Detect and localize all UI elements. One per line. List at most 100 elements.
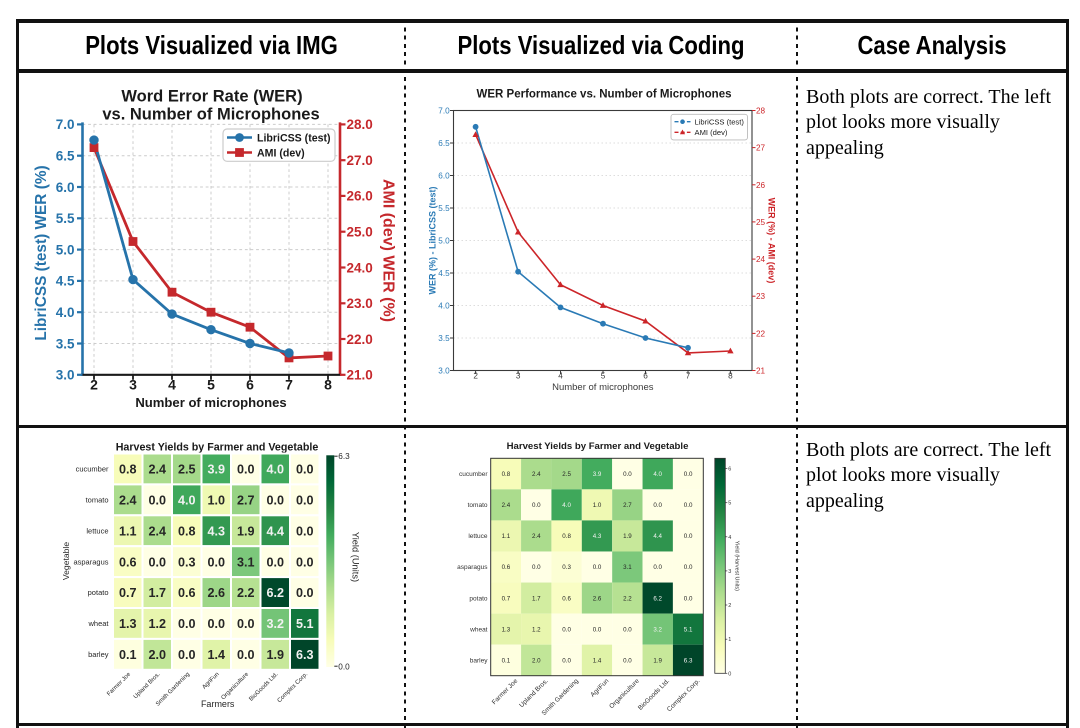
svg-text:0.0: 0.0 [338,662,350,671]
svg-text:potato: potato [88,588,109,597]
svg-text:0.6: 0.6 [562,595,571,602]
svg-text:1: 1 [728,637,731,643]
svg-text:24.0: 24.0 [347,260,373,275]
svg-text:2.7: 2.7 [237,493,255,507]
svg-text:1.9: 1.9 [623,533,632,540]
svg-text:0.8: 0.8 [502,471,511,478]
svg-text:6: 6 [643,372,648,381]
svg-text:21: 21 [756,367,766,376]
svg-text:LibriCSS (test): LibriCSS (test) [257,132,331,144]
svg-text:3.5: 3.5 [438,334,450,343]
svg-text:4.5: 4.5 [56,274,75,289]
svg-text:27: 27 [756,144,766,153]
svg-text:5.5: 5.5 [438,204,450,213]
svg-text:25: 25 [756,218,766,227]
svg-text:2.4: 2.4 [532,471,541,478]
svg-text:22: 22 [756,329,766,338]
svg-text:1.3: 1.3 [119,617,137,631]
svg-text:4: 4 [558,372,563,381]
svg-text:26: 26 [756,181,766,190]
svg-text:Farmers: Farmers [201,699,235,709]
svg-text:3: 3 [728,569,731,575]
svg-text:0.0: 0.0 [296,463,314,477]
svg-text:AMI (dev): AMI (dev) [257,147,305,159]
svg-text:1.1: 1.1 [502,533,511,540]
svg-text:6.0: 6.0 [56,180,75,195]
svg-text:0.3: 0.3 [178,555,196,569]
svg-text:Number of microphones: Number of microphones [135,395,286,410]
svg-text:3.5: 3.5 [56,336,75,351]
svg-text:3.9: 3.9 [593,471,602,478]
svg-text:5: 5 [728,501,731,507]
svg-text:2.2: 2.2 [623,595,632,602]
svg-text:6: 6 [246,377,254,393]
svg-text:1.9: 1.9 [266,648,284,662]
svg-text:LibriCSS (test): LibriCSS (test) [695,117,745,126]
svg-text:22.0: 22.0 [347,332,373,347]
svg-text:3.0: 3.0 [56,368,75,383]
svg-text:4.0: 4.0 [562,502,571,509]
svg-text:2.0: 2.0 [532,657,541,664]
svg-text:3.9: 3.9 [207,463,225,477]
svg-text:1.4: 1.4 [593,657,602,664]
svg-text:WER Performance vs. Number of: WER Performance vs. Number of Microphone… [477,89,732,101]
svg-text:0.0: 0.0 [684,471,693,478]
svg-text:0.0: 0.0 [148,493,166,507]
svg-text:0.0: 0.0 [148,555,166,569]
svg-text:2.4: 2.4 [148,463,166,477]
svg-text:0.0: 0.0 [684,502,693,509]
svg-text:0.0: 0.0 [532,564,541,571]
svg-text:0.0: 0.0 [296,555,314,569]
svg-text:5.0: 5.0 [56,242,75,257]
svg-text:wheat: wheat [469,626,488,633]
svg-text:2.5: 2.5 [562,471,571,478]
svg-text:Harvest Yields by Farmer and V: Harvest Yields by Farmer and Vegetable [116,442,319,454]
svg-text:3.2: 3.2 [266,617,284,631]
svg-text:5: 5 [601,372,606,381]
svg-text:23.0: 23.0 [347,296,373,311]
svg-text:AMI (dev): AMI (dev) [695,128,728,137]
svg-text:3.1: 3.1 [623,564,632,571]
svg-text:4.3: 4.3 [207,524,225,538]
svg-text:4.0: 4.0 [56,305,75,320]
svg-text:wheat: wheat [87,619,109,628]
svg-text:28: 28 [756,107,766,116]
svg-text:2.2: 2.2 [237,586,255,600]
svg-text:6.2: 6.2 [266,586,284,600]
svg-text:1.0: 1.0 [207,493,225,507]
svg-text:0.0: 0.0 [266,493,284,507]
svg-text:6.3: 6.3 [684,657,693,664]
svg-text:4.4: 4.4 [266,524,284,538]
svg-text:3.0: 3.0 [438,367,450,376]
svg-text:Farmer Joe: Farmer Joe [491,677,520,706]
svg-text:0.0: 0.0 [266,555,284,569]
svg-text:2.4: 2.4 [502,502,511,509]
svg-text:0.1: 0.1 [119,648,137,662]
svg-text:0.0: 0.0 [623,471,632,478]
svg-text:27.0: 27.0 [347,153,373,168]
svg-text:8: 8 [728,372,733,381]
svg-text:2.4: 2.4 [532,533,541,540]
svg-text:2.4: 2.4 [119,493,137,507]
svg-text:0.0: 0.0 [296,524,314,538]
svg-text:0.0: 0.0 [207,555,225,569]
svg-text:4.0: 4.0 [178,493,196,507]
svg-text:AgriFun: AgriFun [589,677,610,698]
svg-text:0.1: 0.1 [502,657,511,664]
svg-text:2.5: 2.5 [178,463,196,477]
svg-text:4.0: 4.0 [653,471,662,478]
svg-text:7.0: 7.0 [438,107,450,116]
svg-text:24: 24 [756,255,766,264]
svg-text:2.0: 2.0 [148,648,166,662]
svg-text:1.9: 1.9 [237,524,255,538]
svg-text:0.0: 0.0 [684,564,693,571]
svg-text:7: 7 [285,377,293,393]
svg-text:vs. Number of Microphones: vs. Number of Microphones [102,106,319,124]
svg-text:cucumber: cucumber [459,471,488,478]
svg-text:0.0: 0.0 [562,626,571,633]
svg-text:1.7: 1.7 [532,595,541,602]
svg-text:3.2: 3.2 [653,626,662,633]
svg-text:2: 2 [473,372,478,381]
svg-text:asparagus: asparagus [457,564,488,571]
svg-text:LibriCSS (test) WER (%): LibriCSS (test) WER (%) [33,165,50,340]
